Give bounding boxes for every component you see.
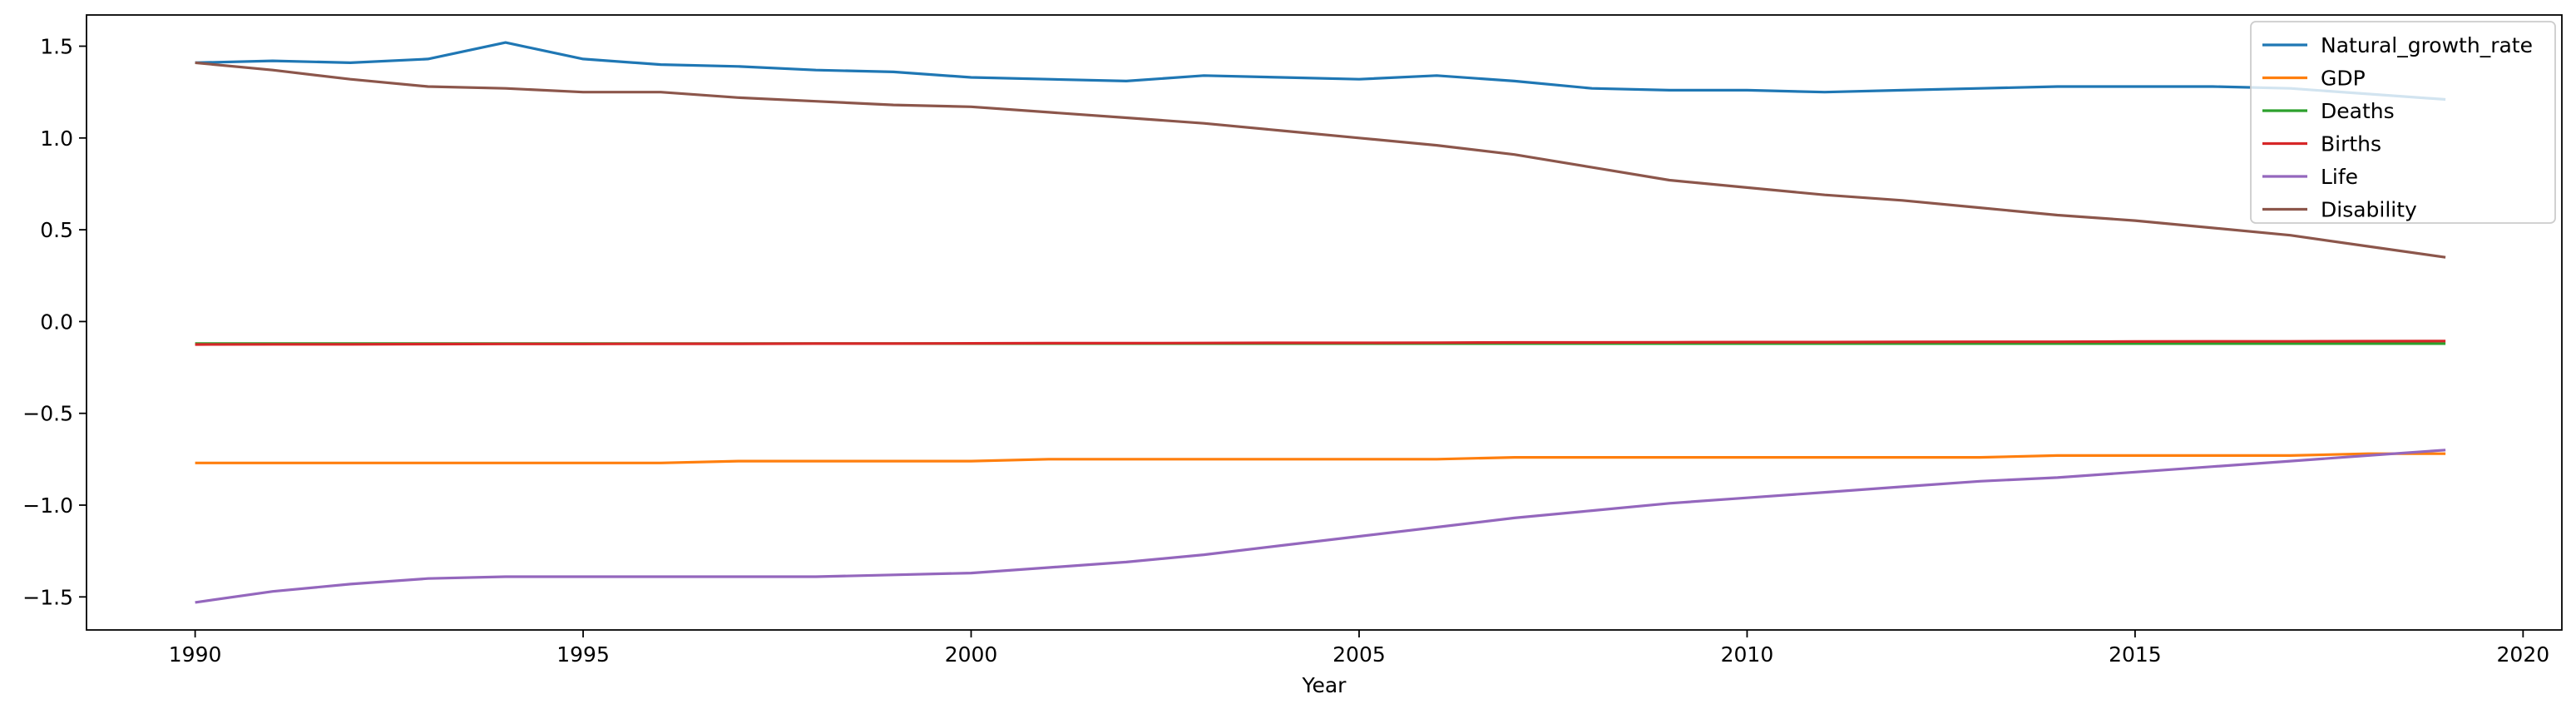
series-line-life: [195, 449, 2446, 604]
series-line-births: [195, 340, 2446, 346]
x-tick-label: 2020: [2497, 642, 2550, 667]
x-tick-label: 1995: [556, 642, 610, 667]
x-tick-label: 2010: [1721, 642, 1774, 667]
x-tick-label: 2005: [1332, 642, 1386, 667]
legend-label-gdp: GDP: [2321, 67, 2366, 91]
series-line-gdp: [195, 452, 2446, 464]
plot-frame: [86, 14, 2563, 631]
y-tick-label: −0.5: [22, 402, 73, 426]
x-tick-label: 1990: [169, 642, 222, 667]
x-axis: 1990 1995 2000 2005 2010 2015 2020: [169, 630, 2549, 667]
y-tick-label: −1.5: [22, 585, 73, 609]
legend: Natural_growth_rate GDP Deaths Births Life Di…: [2250, 21, 2556, 224]
legend-label-natural-growth-rate: Natural_growth_rate: [2321, 33, 2533, 57]
y-tick-label: −1.0: [22, 493, 73, 518]
legend-box: [2250, 21, 2556, 224]
legend-label-disability: Disability: [2321, 198, 2417, 222]
y-tick-label: 0.5: [40, 218, 73, 242]
series-line-natural-growth-rate: [195, 41, 2446, 102]
y-tick-label: 1.0: [40, 126, 73, 151]
y-tick-label: 0.0: [40, 310, 73, 334]
series-layer: [195, 41, 2446, 604]
legend-label-births: Births: [2321, 132, 2381, 156]
legend-label-deaths: Deaths: [2321, 99, 2395, 123]
x-axis-label: Year: [1302, 673, 1347, 697]
y-tick-label: 1.5: [40, 35, 73, 59]
x-tick-label: 2000: [945, 642, 998, 667]
legend-label-life: Life: [2321, 165, 2358, 189]
y-axis: −1.5 −1.0 −0.5 0.0 0.5 1.0 1.5: [22, 35, 87, 609]
x-tick-label: 2015: [2109, 642, 2162, 667]
series-line-disability: [195, 61, 2446, 259]
